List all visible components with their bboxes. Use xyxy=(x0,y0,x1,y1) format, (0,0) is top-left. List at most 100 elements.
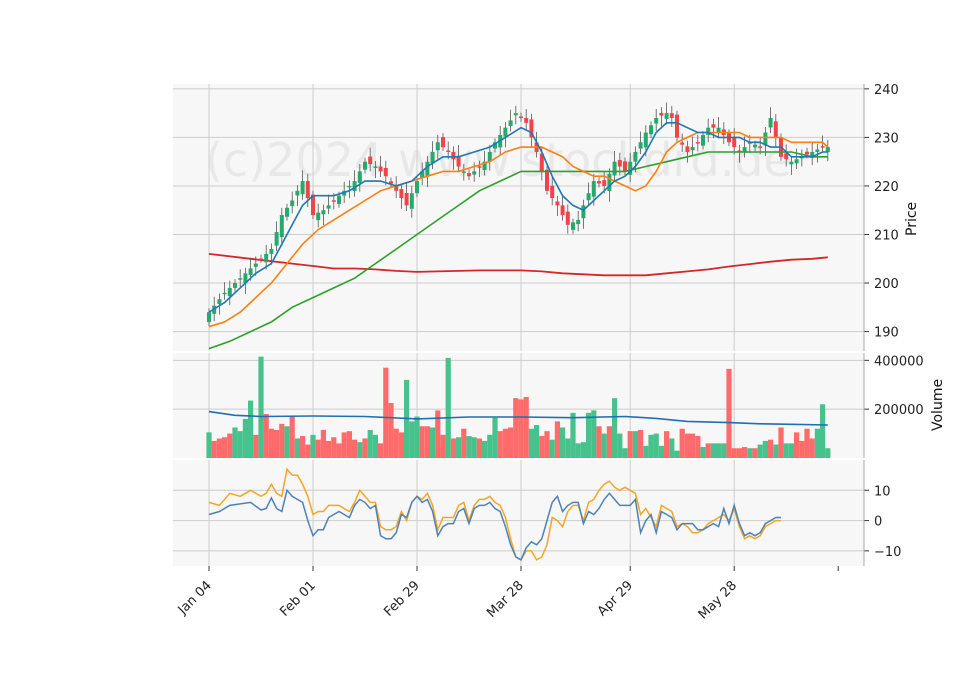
candle-body xyxy=(711,124,716,128)
volume-bar xyxy=(762,440,768,458)
volume-bar xyxy=(627,431,633,458)
volume-bar xyxy=(289,416,295,458)
candle-body xyxy=(825,147,830,153)
candle-body xyxy=(435,142,440,151)
volume-bar xyxy=(331,437,337,458)
volume-bar xyxy=(461,428,467,458)
candle-body xyxy=(253,263,258,267)
volume-bar xyxy=(539,436,545,458)
candle-body xyxy=(233,283,237,288)
volume-bar xyxy=(804,428,810,458)
candle-body xyxy=(243,273,248,284)
candle-body xyxy=(264,253,269,263)
volume-bar xyxy=(778,427,784,458)
volume-bar xyxy=(383,367,389,458)
candle-body xyxy=(316,212,321,221)
candle-body xyxy=(279,215,284,238)
volume-bar xyxy=(726,368,732,458)
volume-bar xyxy=(310,434,316,458)
volume-bar xyxy=(352,439,358,458)
volume-bar xyxy=(632,431,638,458)
candle-body xyxy=(337,195,341,204)
candle-body xyxy=(586,193,591,201)
volume-bar xyxy=(456,437,462,458)
volume-bar xyxy=(788,443,794,458)
volume-bar xyxy=(482,440,488,458)
candle-body xyxy=(415,181,419,194)
volume-bar xyxy=(242,418,248,458)
candle-body xyxy=(763,132,768,146)
volume-ma-line xyxy=(208,410,828,426)
volume-bar xyxy=(508,427,514,458)
volume-bar xyxy=(695,436,701,458)
volume-bar xyxy=(814,428,820,458)
volume-bar xyxy=(294,438,300,458)
x-tick-label: Feb 01 xyxy=(277,578,319,620)
price-axis-label: Price xyxy=(904,202,920,236)
volume-bar xyxy=(523,396,529,458)
volume-bar xyxy=(549,439,555,458)
candle-body xyxy=(623,161,627,172)
candle-body xyxy=(305,181,310,199)
candle-body xyxy=(519,116,523,119)
volume-bar xyxy=(809,438,815,458)
candle-body xyxy=(607,173,612,192)
volume-tick-label: 400000 xyxy=(874,354,924,369)
candle-body xyxy=(716,127,721,133)
osc-tick-label: 10 xyxy=(874,484,891,499)
candle-body xyxy=(612,161,617,176)
candle-body xyxy=(784,153,789,160)
volume-bar xyxy=(424,426,430,458)
candle-body xyxy=(820,146,825,148)
candle-body xyxy=(456,155,461,167)
candle-body xyxy=(420,171,425,178)
volume-bar xyxy=(362,438,368,458)
volume-tick-label: 200000 xyxy=(874,403,924,418)
candle-body xyxy=(565,211,570,225)
volume-bar xyxy=(653,433,659,458)
volume-bar xyxy=(274,429,280,458)
volume-bar xyxy=(768,439,774,458)
volume-bar xyxy=(414,416,420,458)
candle-body xyxy=(378,166,383,172)
volume-bar xyxy=(211,440,217,458)
volume-bar xyxy=(466,436,472,458)
x-tick-label: Apr 29 xyxy=(595,578,636,619)
candle-body xyxy=(389,181,393,184)
volume-bar xyxy=(586,412,592,458)
grid-lines xyxy=(173,84,864,566)
candle-body xyxy=(664,113,669,119)
volume-bar xyxy=(305,444,311,458)
candle-body xyxy=(441,137,445,148)
candle-body xyxy=(409,193,414,209)
candle-body xyxy=(446,150,451,153)
volume-bar xyxy=(206,432,212,458)
candle-body xyxy=(259,258,263,261)
volume-bar xyxy=(346,431,352,458)
candle-body xyxy=(524,117,529,123)
volume-bar xyxy=(773,444,779,458)
volume-bar xyxy=(544,431,550,458)
volume-bar xyxy=(222,437,228,458)
candle-body xyxy=(643,132,648,148)
volume-bar xyxy=(440,434,446,458)
volume-bar xyxy=(393,428,399,458)
candle-body xyxy=(638,142,643,149)
volume-bar xyxy=(471,437,477,458)
candle-body xyxy=(347,185,352,188)
volume-bar xyxy=(554,421,560,458)
volume-bar xyxy=(664,431,670,458)
volume-bar xyxy=(580,442,586,458)
volume-bar xyxy=(658,445,664,458)
volume-bar xyxy=(575,443,581,458)
long-moving-average xyxy=(208,253,828,277)
candle-body xyxy=(685,146,690,152)
volume-bar xyxy=(513,398,519,458)
volume-bar xyxy=(268,428,274,458)
candle-body xyxy=(602,180,607,186)
oscillator-lines xyxy=(208,467,781,561)
candle-body xyxy=(675,114,679,138)
volume-bar xyxy=(248,400,254,458)
candle-body xyxy=(472,171,477,175)
volume-bar xyxy=(336,443,342,458)
